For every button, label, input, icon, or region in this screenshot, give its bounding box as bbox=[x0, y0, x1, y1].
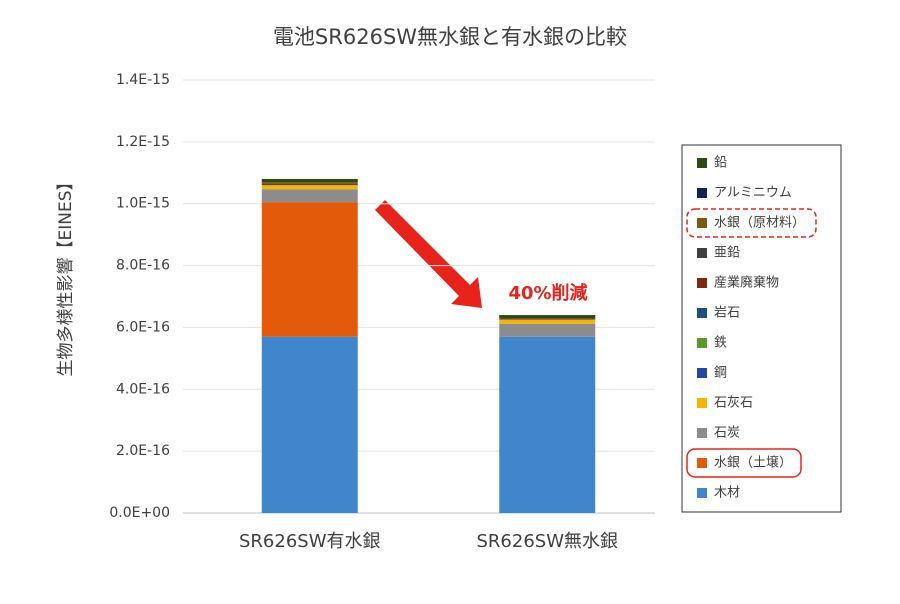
legend-label: アルミニウム bbox=[714, 186, 792, 201]
chart-title: 電池SR626SW無水銀と有水銀の比較 bbox=[273, 25, 627, 49]
legend-box bbox=[681, 144, 842, 513]
arrow bbox=[375, 200, 482, 308]
legend-label: 亜鉛 bbox=[714, 246, 740, 261]
legend-label: 岩石 bbox=[714, 306, 740, 321]
legend-label: 産業廃棄物 bbox=[714, 275, 779, 291]
legend-swatch bbox=[697, 218, 707, 228]
bar-segment bbox=[261, 178, 358, 183]
bar-segment bbox=[261, 183, 358, 185]
y-tick-label: 8.0E-16 bbox=[116, 258, 170, 274]
x-tick-label: SR626SW有水銀 bbox=[239, 531, 381, 552]
bar-segment bbox=[261, 189, 358, 203]
y-tick-label: 2.0E-16 bbox=[116, 443, 170, 459]
bar-segment bbox=[261, 184, 358, 186]
bar-segment bbox=[261, 202, 358, 337]
legend-label: 鉛 bbox=[714, 156, 727, 171]
legend-swatch bbox=[697, 278, 707, 288]
bar-segment bbox=[499, 323, 596, 337]
highlight-box bbox=[686, 448, 802, 478]
legend-swatch bbox=[697, 398, 707, 408]
legend-label: 石炭 bbox=[714, 426, 740, 441]
legend-swatch bbox=[697, 308, 707, 318]
y-tick-label: 1.4E-15 bbox=[116, 72, 170, 88]
legend-swatch bbox=[697, 488, 707, 498]
legend-swatch bbox=[697, 428, 707, 438]
bar-segment bbox=[499, 319, 596, 324]
legend-label: 石灰石 bbox=[714, 396, 753, 411]
bar-segment bbox=[261, 182, 358, 184]
bar-segment bbox=[261, 336, 358, 513]
bar-segment bbox=[499, 318, 596, 320]
bar-segment bbox=[499, 315, 596, 319]
bar-segment bbox=[261, 185, 358, 190]
bar-segment bbox=[499, 336, 596, 513]
y-tick-label: 6.0E-16 bbox=[116, 319, 170, 335]
legend-swatch bbox=[697, 458, 707, 468]
legend-label: 水銀（原材料） bbox=[714, 216, 805, 231]
legend-swatch bbox=[697, 158, 707, 168]
x-tick-label: SR626SW無水銀 bbox=[476, 531, 618, 552]
legend-label: 鋼 bbox=[714, 366, 727, 381]
y-tick-label: 1.0E-15 bbox=[116, 196, 170, 212]
legend-swatch bbox=[697, 368, 707, 378]
legend-swatch bbox=[697, 188, 707, 198]
legend-label: 鉄 bbox=[714, 336, 727, 351]
legend-label: 木材 bbox=[714, 486, 740, 501]
y-tick-label: 1.2E-15 bbox=[116, 134, 170, 150]
legend-swatch bbox=[697, 248, 707, 258]
highlight-box bbox=[686, 208, 817, 238]
annotation: 40%削減 bbox=[508, 282, 587, 304]
bar-segment bbox=[499, 319, 596, 320]
y-tick-label: 0.0E+00 bbox=[109, 505, 170, 521]
y-tick-label: 4.0E-16 bbox=[116, 381, 170, 397]
legend-label: 水銀（土壌） bbox=[714, 456, 792, 471]
legend-swatch bbox=[697, 338, 707, 348]
y-axis-label: 生物多様性影響【EINES】 bbox=[56, 173, 76, 376]
